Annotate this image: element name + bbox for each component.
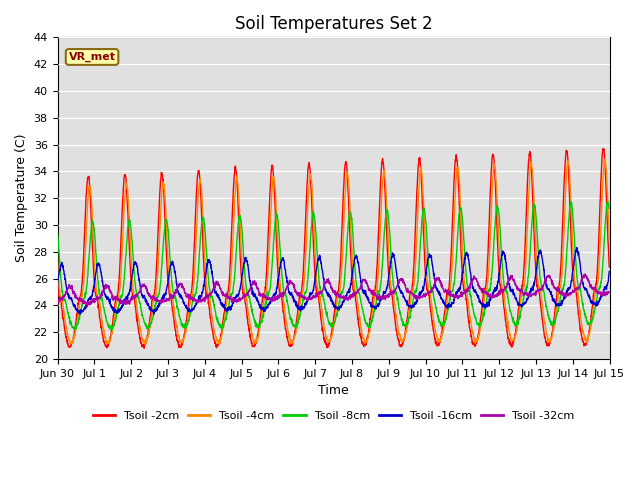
X-axis label: Time: Time: [318, 384, 349, 397]
Text: VR_met: VR_met: [68, 52, 116, 62]
Y-axis label: Soil Temperature (C): Soil Temperature (C): [15, 134, 28, 263]
Legend: Tsoil -2cm, Tsoil -4cm, Tsoil -8cm, Tsoil -16cm, Tsoil -32cm: Tsoil -2cm, Tsoil -4cm, Tsoil -8cm, Tsoi…: [88, 406, 579, 425]
Title: Soil Temperatures Set 2: Soil Temperatures Set 2: [235, 15, 433, 33]
